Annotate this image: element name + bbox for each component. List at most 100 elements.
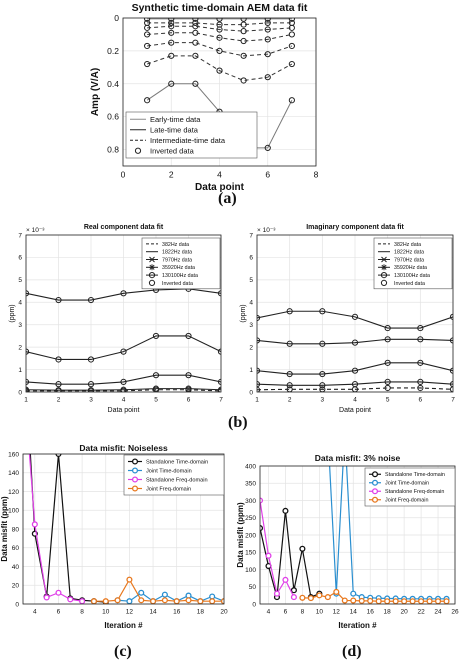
legend-marker <box>371 488 379 495</box>
data-point <box>26 290 30 297</box>
chart-d-3pct-noise: Data misfit: 3% noise 4 6 8 10 12 14 16 18 20 22 24… <box>236 453 459 630</box>
legend: Standalone Time-domain Joint Time-domain S… <box>364 467 456 507</box>
y-tick-label: 40 <box>12 564 20 571</box>
series <box>299 588 450 604</box>
data-point <box>192 39 199 46</box>
data-point <box>264 18 271 22</box>
series <box>26 372 221 388</box>
y-axis-label: Data misfit (ppm) <box>0 496 9 562</box>
series-line <box>260 510 320 598</box>
data-point <box>288 24 295 31</box>
data-point <box>358 597 365 604</box>
y-tick-label: 0 <box>249 389 253 396</box>
x-tick-label: 1 <box>24 397 28 404</box>
legend-label: 1822Hz data <box>394 250 424 256</box>
data-point <box>264 144 271 152</box>
legend-label: Standalone Time-domain <box>146 459 208 465</box>
data-point <box>384 378 391 386</box>
data-point <box>120 348 127 355</box>
data-point <box>120 290 127 297</box>
data-point <box>417 384 424 392</box>
data-point <box>173 598 180 604</box>
series <box>260 497 297 601</box>
data-point <box>257 367 261 374</box>
x-tick-label: 2 <box>288 397 292 404</box>
legend-label: 7970Hz data <box>394 257 424 263</box>
data-point <box>192 23 199 30</box>
legend-marker <box>148 272 156 279</box>
data-point <box>351 367 359 374</box>
x-tick-label: 3 <box>89 397 93 404</box>
data-point <box>168 23 175 30</box>
x-tick-label: 5 <box>386 397 390 404</box>
data-point <box>286 382 293 389</box>
x-tick-label: 1 <box>255 397 259 404</box>
panel-label-b: (b) <box>228 414 248 431</box>
panel-label-a: (a) <box>218 190 237 207</box>
y-tick-label: 2 <box>18 344 22 351</box>
legend-marker <box>131 467 139 474</box>
y-tick-label: 0 <box>18 389 22 396</box>
data-point <box>144 24 151 31</box>
data-point <box>216 26 223 33</box>
data-point <box>409 598 416 604</box>
legend-marker <box>134 147 142 154</box>
plot-area <box>260 429 450 604</box>
chart-title: Imaginary component data fit <box>306 224 404 231</box>
legend-box <box>141 237 221 290</box>
data-point <box>168 80 175 87</box>
data-point <box>333 588 340 595</box>
data-point <box>290 587 297 594</box>
data-point <box>114 597 121 604</box>
data-point <box>90 598 97 604</box>
data-point <box>144 18 151 22</box>
data-point <box>342 429 347 434</box>
data-point <box>168 18 175 22</box>
y-tick-label: 1 <box>249 367 253 374</box>
x-axis-label: Iteration # <box>104 621 143 630</box>
x-tick-label: 26 <box>451 609 459 616</box>
data-point <box>185 332 192 340</box>
y-tick-label: 4 <box>249 300 253 307</box>
series-line <box>257 381 453 386</box>
data-point <box>443 598 450 604</box>
data-point <box>401 598 408 604</box>
legend-label: 130100Hz data <box>162 273 198 279</box>
series <box>257 336 453 347</box>
data-point <box>26 386 30 392</box>
legend-label: 7970Hz data <box>162 257 192 263</box>
y-tick-label: 400 <box>245 463 256 470</box>
data-point <box>240 21 247 28</box>
y-tick-label: 50 <box>249 584 257 591</box>
chart-c-noiseless: Data misfit: Noiseless 4 6 8 10 12 14 16 18 20 0 20… <box>0 443 228 630</box>
axes-box <box>256 234 454 393</box>
data-point <box>216 18 223 22</box>
y-tick-label: 7 <box>18 232 22 239</box>
data-point <box>126 598 133 604</box>
x-tick-label: 6 <box>265 170 270 180</box>
legend-marker <box>380 279 388 287</box>
data-point <box>240 52 247 59</box>
data-point <box>26 348 30 355</box>
x-tick-label: 20 <box>401 609 409 616</box>
y-tick-label: 80 <box>12 526 20 533</box>
x-axis-label: Data point <box>108 407 140 414</box>
y-tick-label: 6 <box>18 255 22 262</box>
legend-marker <box>371 496 379 503</box>
y-tick-label: 0.8 <box>107 145 119 155</box>
series-line <box>257 387 453 391</box>
data-point <box>55 356 62 363</box>
series-line <box>302 591 447 602</box>
y-axis-label: (ppm) <box>9 304 16 322</box>
y-tick-label: 0.4 <box>107 79 119 89</box>
series-line <box>147 25 292 32</box>
y-tick-label: 0.2 <box>107 46 119 56</box>
axes-box <box>22 453 225 605</box>
legend: Standalone Time-domain Joint Time-domain S… <box>123 454 225 496</box>
data-point <box>55 296 62 304</box>
data-point <box>185 385 192 392</box>
data-point <box>192 80 199 87</box>
